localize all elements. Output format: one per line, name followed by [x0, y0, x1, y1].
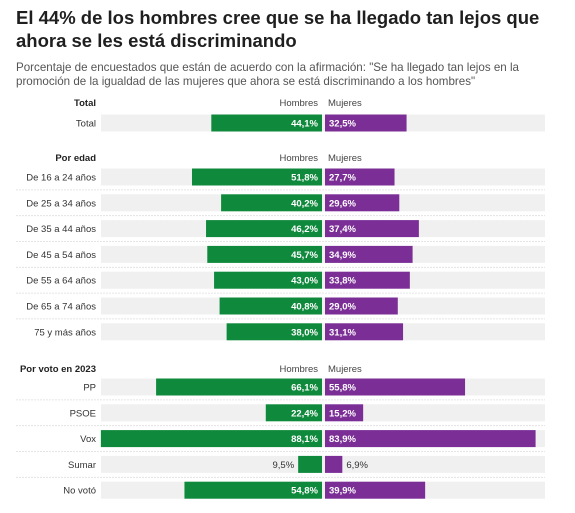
row-track	[101, 481, 545, 499]
row-label: De 35 a 44 años	[26, 224, 96, 235]
value-label-mujeres: 29,0%	[329, 302, 356, 313]
bar-mujeres	[325, 430, 536, 448]
row-label: De 55 a 64 años	[26, 276, 96, 287]
column-header-mujeres: Mujeres	[328, 98, 362, 109]
bar-hombres	[100, 430, 322, 448]
group-title: Por voto en 2023	[20, 364, 96, 375]
column-header-hombres: Hombres	[279, 98, 318, 109]
chart-subtitle: Porcentaje de encuestados que están de a…	[16, 61, 519, 88]
value-label-mujeres: 32,5%	[329, 119, 356, 130]
group-title: Total	[74, 98, 96, 109]
row-track	[101, 114, 545, 132]
column-header-hombres: Hombres	[279, 153, 318, 164]
value-label-hombres: 9,5%	[272, 460, 294, 471]
bar-hombres	[191, 168, 322, 186]
bar-mujeres	[325, 404, 364, 422]
bar-hombres	[206, 220, 322, 238]
row-track	[101, 455, 545, 473]
row-track	[101, 297, 545, 315]
value-label-mujeres: 83,9%	[329, 434, 356, 445]
value-label-hombres: 45,7%	[291, 250, 318, 261]
chart-title: El 44% de los hombres cree que se ha lle…	[16, 7, 540, 51]
value-label-mujeres: 37,4%	[329, 224, 356, 235]
value-label-hombres: 43,0%	[291, 276, 318, 287]
column-header-mujeres: Mujeres	[328, 153, 362, 164]
row-track	[101, 194, 545, 212]
row-label: Sumar	[68, 460, 96, 471]
bar-mujeres	[325, 455, 343, 473]
bar-hombres	[226, 323, 322, 341]
row-track	[101, 404, 545, 422]
column-header-hombres: Hombres	[279, 364, 318, 375]
bar-mujeres	[325, 245, 413, 263]
row-label: De 65 a 74 años	[26, 302, 96, 313]
value-label-hombres: 88,1%	[291, 434, 318, 445]
value-label-mujeres: 33,8%	[329, 276, 356, 287]
row-label: PSOE	[70, 408, 96, 419]
row-label: 75 y más años	[34, 327, 96, 338]
row-label: Total	[76, 119, 96, 130]
row-label: De 45 a 54 años	[26, 250, 96, 261]
row-track	[101, 220, 545, 238]
bar-mujeres	[325, 297, 398, 315]
bar-mujeres	[325, 168, 395, 186]
value-label-hombres: 38,0%	[291, 327, 318, 338]
value-label-hombres: 66,1%	[291, 383, 318, 394]
bar-hombres	[184, 481, 322, 499]
bar-mujeres	[325, 271, 410, 289]
value-label-mujeres: 27,7%	[329, 173, 356, 184]
value-label-hombres: 51,8%	[291, 173, 318, 184]
row-track	[101, 323, 545, 341]
bar-mujeres	[325, 114, 407, 132]
value-label-hombres: 44,1%	[291, 119, 318, 130]
row-label: De 16 a 24 años	[26, 173, 96, 184]
value-label-mujeres: 15,2%	[329, 408, 356, 419]
bar-hombres	[214, 271, 322, 289]
value-label-mujeres: 39,9%	[329, 486, 356, 497]
column-header-mujeres: Mujeres	[328, 364, 362, 375]
bar-hombres	[265, 404, 322, 422]
bar-mujeres	[325, 378, 466, 396]
row-track	[101, 245, 545, 263]
value-label-hombres: 40,8%	[291, 302, 318, 313]
bar-mujeres	[325, 481, 426, 499]
bar-hombres	[219, 297, 322, 315]
row-label: PP	[83, 383, 96, 394]
row-track	[101, 168, 545, 186]
value-label-hombres: 22,4%	[291, 408, 318, 419]
group-title: Por edad	[55, 153, 96, 164]
value-label-hombres: 54,8%	[291, 486, 318, 497]
value-label-mujeres: 6,9%	[346, 460, 368, 471]
bar-mujeres	[325, 323, 404, 341]
bar-mujeres	[325, 194, 400, 212]
bar-hombres	[156, 378, 322, 396]
bar-hombres	[211, 114, 322, 132]
value-label-mujeres: 29,6%	[329, 198, 356, 209]
bar-hombres	[298, 455, 322, 473]
value-label-mujeres: 55,8%	[329, 383, 356, 394]
row-track	[101, 271, 545, 289]
bar-hombres	[221, 194, 322, 212]
value-label-hombres: 40,2%	[291, 198, 318, 209]
bar-hombres	[207, 245, 322, 263]
row-label: No votó	[63, 486, 96, 497]
value-label-hombres: 46,2%	[291, 224, 318, 235]
value-label-mujeres: 31,1%	[329, 327, 356, 338]
row-label: De 25 a 34 años	[26, 198, 96, 209]
row-label: Vox	[80, 434, 96, 445]
value-label-mujeres: 34,9%	[329, 250, 356, 261]
bar-mujeres	[325, 220, 419, 238]
